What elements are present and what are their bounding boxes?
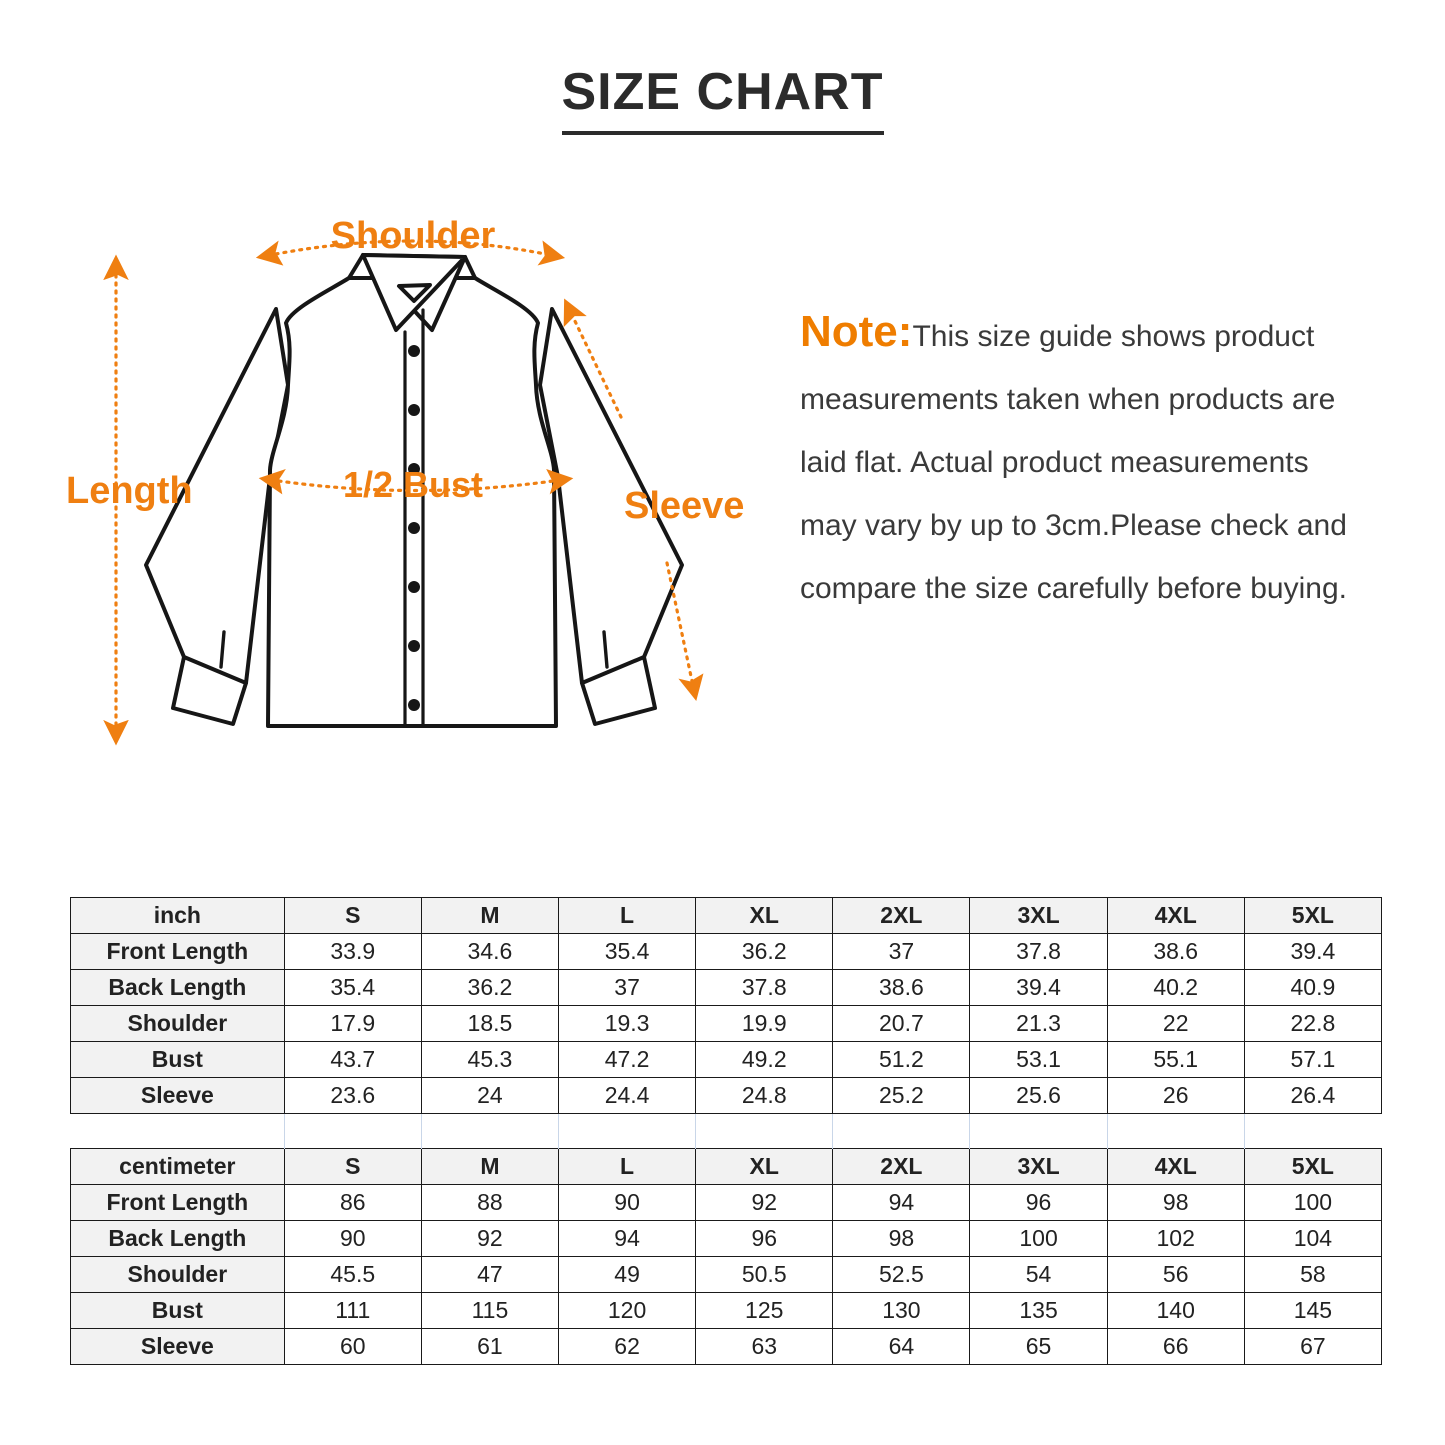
- svg-text:1/2 Bust: 1/2 Bust: [343, 464, 483, 505]
- svg-text:Shoulder: Shoulder: [331, 215, 496, 257]
- svg-text:Length: Length: [66, 470, 193, 512]
- svg-text:Sleeve: Sleeve: [624, 485, 744, 527]
